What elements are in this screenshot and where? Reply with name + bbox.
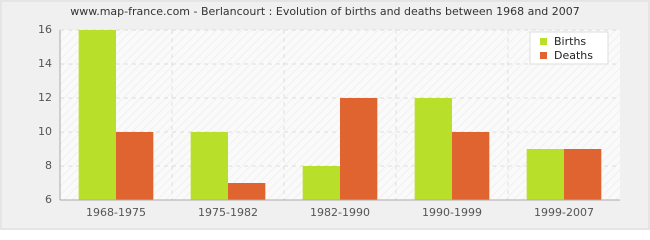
y-tick-label: 16 bbox=[38, 23, 52, 36]
x-tick-label: 1990-1999 bbox=[422, 206, 482, 219]
bar bbox=[340, 98, 378, 200]
x-tick-label: 1968-1975 bbox=[86, 206, 146, 219]
legend-label: Deaths bbox=[554, 49, 593, 62]
x-tick-label: 1982-1990 bbox=[310, 206, 370, 219]
legend-label: Births bbox=[554, 35, 586, 48]
y-tick-label: 10 bbox=[38, 125, 52, 138]
y-tick-label: 8 bbox=[45, 159, 52, 172]
bar bbox=[526, 149, 564, 200]
bar bbox=[452, 132, 490, 200]
bar bbox=[414, 98, 452, 200]
chart-title: www.map-france.com - Berlancourt : Evolu… bbox=[70, 5, 580, 18]
bar bbox=[78, 30, 116, 200]
chart: www.map-france.com - Berlancourt : Evolu… bbox=[0, 0, 650, 230]
legend-swatch bbox=[540, 52, 547, 59]
y-tick-label: 12 bbox=[38, 91, 52, 104]
bar bbox=[228, 183, 266, 200]
legend-swatch bbox=[540, 38, 547, 45]
x-tick-label: 1999-2007 bbox=[534, 206, 594, 219]
legend-box bbox=[529, 31, 609, 65]
bar bbox=[116, 132, 154, 200]
y-tick-label: 14 bbox=[38, 57, 52, 70]
bar bbox=[564, 149, 602, 200]
bar bbox=[190, 132, 228, 200]
bar bbox=[302, 166, 340, 200]
x-tick-label: 1975-1982 bbox=[198, 206, 258, 219]
y-tick-label: 6 bbox=[45, 193, 52, 206]
